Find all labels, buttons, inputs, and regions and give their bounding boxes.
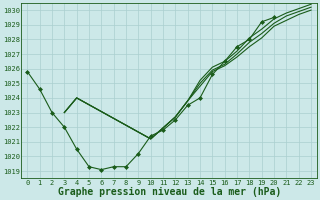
- X-axis label: Graphe pression niveau de la mer (hPa): Graphe pression niveau de la mer (hPa): [58, 187, 281, 197]
